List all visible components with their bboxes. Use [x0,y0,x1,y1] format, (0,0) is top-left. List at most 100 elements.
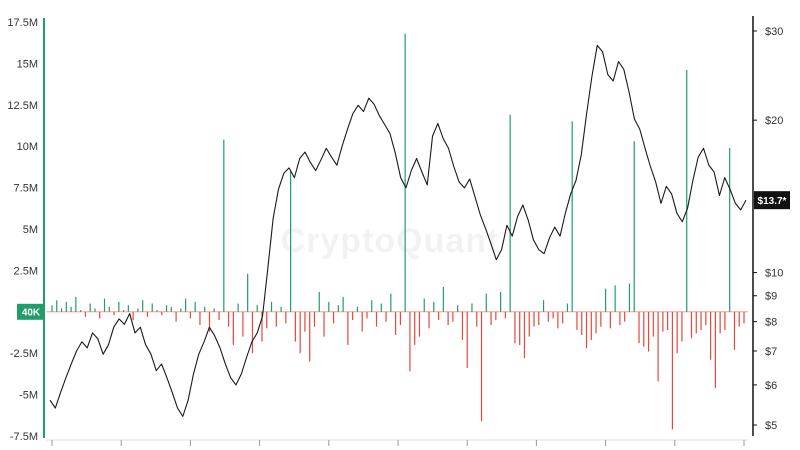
flow-bar [466,311,468,369]
current-flow-badge-bg [17,303,45,320]
flow-bar [619,311,621,326]
flow-bar [590,311,592,340]
left-tick-label: 17.5M [7,17,38,29]
flow-bar [633,141,635,312]
flow-bar [423,298,425,312]
flow-bar [433,301,435,312]
current-flow-badge: 40K [17,303,45,320]
current-price-badge: $13.7* [754,191,790,210]
flow-bar [695,311,697,334]
flow-bar [523,311,526,359]
flow-bar [170,306,172,312]
left-axis: 17.5M 15M 12.5M 10M 7.5M 5M 2.5M -2.5M -5M -7.5M [7,17,45,443]
flow-bar [705,311,707,326]
flow-bar [161,311,163,316]
current-price-label: $13.7* [758,196,787,207]
value-badges: 40K $13.7* [17,191,790,320]
left-tick-label: 5M [23,224,38,236]
flow-bar [719,311,721,334]
flow-bar [108,306,110,312]
flow-bar [242,311,244,337]
flow-bar [547,311,549,322]
flow-bar [495,311,497,321]
flow-bar [471,303,473,312]
watermark: CryptoQuant [281,222,500,260]
flow-bar [581,311,583,335]
flow-bar [247,273,249,312]
left-tick-label: 2.5M [14,265,38,277]
flow-bar [232,311,234,345]
flow-bar [165,305,168,312]
flow-bar [180,308,182,312]
flow-bar [519,311,521,345]
flow-bar [647,311,650,352]
flow-bar [557,311,559,329]
flow-bar [332,311,335,324]
flow-bar [729,147,731,312]
flow-bar [447,311,449,326]
flow-bar [127,305,129,312]
flow-bar [585,311,588,349]
flow-bar [194,301,196,312]
flow-bar [552,311,554,319]
flow-bar [356,306,359,312]
flow-bar [676,311,678,354]
flow-bar [146,311,149,317]
flow-bar [690,311,693,339]
flow-bar [428,311,430,329]
flow-bar [490,311,492,326]
flow-bar [628,283,631,312]
flow-bar [576,311,578,331]
flow-bar [56,300,58,312]
flow-bar [514,311,516,344]
flow-bar [75,296,77,312]
flow-bar [366,311,368,319]
flow-bar [309,311,311,362]
flow-bar [237,303,239,312]
flow-bar [390,293,392,312]
flow-bar [385,311,387,322]
flow-bar [571,121,573,312]
flow-bar [261,311,263,342]
right-tick-label: $5 [765,420,777,432]
price-line-path [49,44,747,417]
flow-bar [347,311,349,345]
right-tick-label: $30 [765,26,783,38]
left-tick-label: -7.5M [10,431,38,443]
flow-bar [189,311,191,319]
flow-bar [185,298,187,312]
flow-bar [605,288,607,312]
flow-bar [533,311,535,327]
flow-bar [667,311,669,331]
flow-bar [714,311,716,388]
flow-bar [724,311,726,331]
flow-bar [437,311,440,321]
flow-bar [414,311,416,345]
flow-bar [213,308,215,312]
flow-bar [476,311,478,327]
flow-bar [380,303,382,312]
flow-bar [342,296,344,312]
left-tick-label: -5M [19,390,38,402]
right-tick-label: $8 [765,317,777,329]
flow-bar [509,114,511,312]
flow-bar [280,306,282,312]
flow-bar [89,303,91,312]
flow-bar [60,308,63,312]
flow-bar [457,305,459,312]
flow-bar [132,311,134,321]
flow-bar [733,311,736,350]
flow-bar [218,311,220,321]
flow-bar [285,311,287,324]
current-price-badge-bg [754,191,790,210]
flow-bar [251,311,254,354]
flow-bar [151,303,153,312]
flow-bar [709,311,712,360]
flow-bar [500,291,502,312]
flow-bar [452,311,454,322]
flow-bar [404,33,406,312]
right-tick-label: $10 [765,268,783,280]
flow-bar [671,311,674,430]
right-tick-label: $9 [765,291,777,303]
